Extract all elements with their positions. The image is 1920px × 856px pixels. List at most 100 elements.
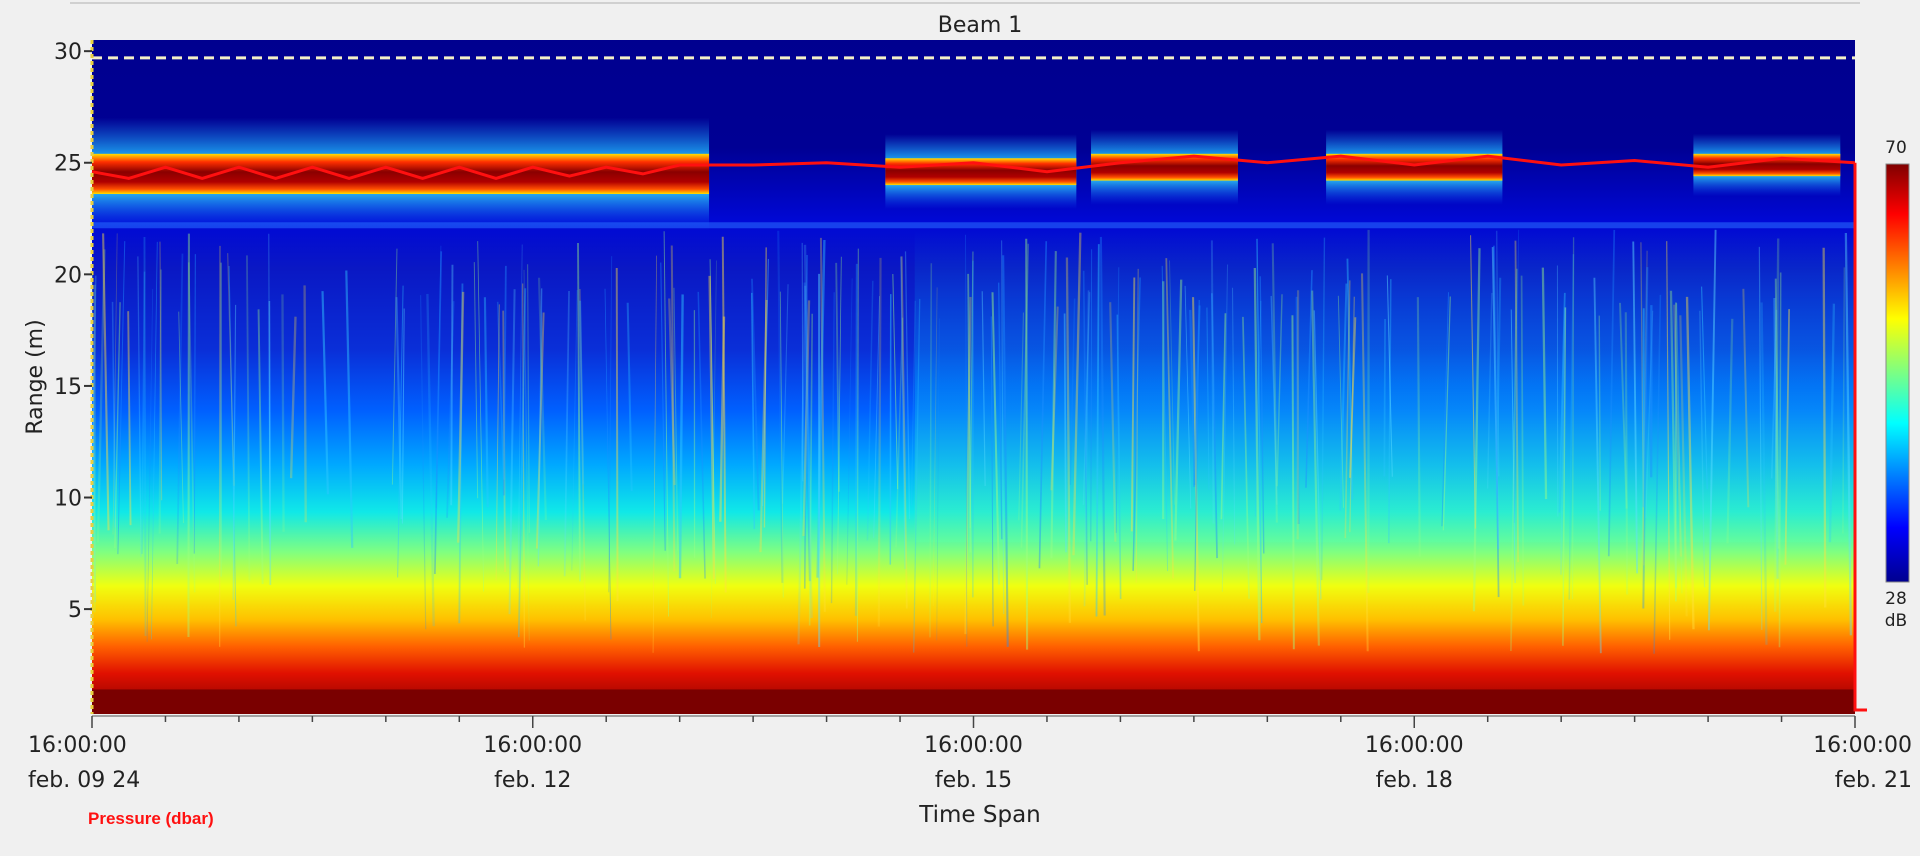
echo-streak xyxy=(1135,268,1139,583)
echo-streak xyxy=(1619,302,1628,509)
x-axis: 16:00:00 feb. 09 24 16:00:00 feb. 12 16:00:0… xyxy=(28,715,1912,793)
echo-streak xyxy=(458,283,464,624)
echo-streak xyxy=(663,231,670,617)
echo-streak xyxy=(991,292,1001,585)
echo-streak xyxy=(246,255,251,582)
echo-streak xyxy=(1083,290,1090,607)
echo-streak xyxy=(1194,300,1200,591)
echo-streak xyxy=(508,289,516,615)
echo-streak xyxy=(900,256,908,609)
midwater-glow xyxy=(914,229,1855,543)
echo-streak xyxy=(1607,229,1616,557)
echo-streak xyxy=(1558,292,1566,513)
echo-streak xyxy=(1065,257,1072,623)
echo-streak xyxy=(1645,310,1654,518)
echo-streak xyxy=(1018,312,1025,521)
echo-streak xyxy=(96,249,106,543)
echo-streak xyxy=(391,248,398,485)
echo-streak xyxy=(1038,241,1048,569)
echo-streak xyxy=(1165,258,1175,579)
echo-streak xyxy=(158,269,163,534)
echo-streak xyxy=(830,292,835,604)
echo-streak xyxy=(900,256,906,570)
echo-streak xyxy=(537,277,547,520)
colorbar-min-label: 28 xyxy=(1885,589,1907,609)
echo-streak xyxy=(1130,277,1136,532)
echo-streak xyxy=(535,312,545,549)
echo-streak xyxy=(1492,245,1500,598)
echo-streak xyxy=(1726,318,1734,544)
echo-streak xyxy=(523,269,530,641)
echo-streak xyxy=(1109,302,1117,542)
echo-streak xyxy=(1344,280,1351,539)
echo-streak xyxy=(1510,309,1516,584)
echo-streak xyxy=(1231,287,1236,545)
echo-streak xyxy=(719,316,726,522)
echo-streak xyxy=(435,245,442,509)
echo-streak xyxy=(964,297,972,635)
colorbar-unit-label: dB xyxy=(1885,611,1907,631)
echo-streak xyxy=(1571,237,1575,600)
echo-streak xyxy=(102,233,110,531)
echo-streak xyxy=(1640,242,1645,566)
x-tick-label-time: 16:00:00 xyxy=(924,733,1023,758)
echo-streak xyxy=(782,284,789,504)
echo-streak xyxy=(1773,238,1780,612)
echo-streak xyxy=(578,288,587,621)
echo-streak xyxy=(420,295,427,630)
chart-title: Beam 1 xyxy=(938,13,1023,38)
echo-streak xyxy=(1568,254,1575,600)
echo-streak xyxy=(1784,309,1791,565)
x-tick-label-time: 16:00:00 xyxy=(483,733,582,758)
echo-streak xyxy=(127,311,132,526)
echo-streak xyxy=(615,267,619,602)
echo-streak xyxy=(1701,286,1708,490)
y-tick-label: 25 xyxy=(54,152,82,177)
echo-streak xyxy=(395,297,403,520)
echo-streak xyxy=(321,291,329,495)
echo-streak xyxy=(936,318,940,641)
echo-streak xyxy=(137,256,142,558)
echo-streak xyxy=(856,248,859,642)
echo-streak xyxy=(697,291,706,579)
echo-streak xyxy=(854,263,858,616)
echo-streak xyxy=(345,270,354,548)
echo-streak xyxy=(1254,300,1262,517)
echo-streak xyxy=(626,302,633,492)
echo-streak xyxy=(473,262,479,499)
echo-streak xyxy=(837,256,842,575)
echo-streak xyxy=(1305,270,1313,488)
y-axis-label: Range (m) xyxy=(23,319,48,434)
echo-streak xyxy=(1593,277,1602,654)
x-tick-label-time: 16:00:00 xyxy=(28,733,127,758)
echo-streak xyxy=(1562,307,1567,646)
echo-streak xyxy=(1132,277,1141,571)
echo-streak xyxy=(1676,303,1683,594)
echo-streak xyxy=(678,294,684,579)
echo-streak xyxy=(1349,296,1355,533)
echo-streak xyxy=(759,299,768,553)
echo-streak xyxy=(526,264,530,533)
echo-streak xyxy=(1349,317,1357,478)
echo-streak xyxy=(457,291,465,543)
echo-streak xyxy=(1624,312,1629,595)
echo-streak xyxy=(981,291,986,486)
echo-streak xyxy=(228,266,237,627)
x-tick-label-date: feb. 12 xyxy=(494,768,571,793)
echo-streak xyxy=(895,317,904,548)
echo-streak xyxy=(159,241,163,501)
echo-streak xyxy=(1242,316,1250,599)
echo-streak xyxy=(708,275,716,580)
echo-streak xyxy=(1210,293,1218,559)
echo-streak xyxy=(450,264,454,506)
echo-streak xyxy=(819,237,826,612)
echo-streak xyxy=(1560,307,1566,575)
echo-streak xyxy=(1640,250,1648,587)
echo-streak xyxy=(1842,267,1846,534)
echo-streak xyxy=(1193,305,1201,487)
echo-streak xyxy=(913,298,921,653)
echo-streak xyxy=(1346,258,1354,500)
echo-streak xyxy=(1050,251,1057,559)
x-tick-label-date: feb. 18 xyxy=(1376,768,1453,793)
echo-streak xyxy=(187,262,196,593)
